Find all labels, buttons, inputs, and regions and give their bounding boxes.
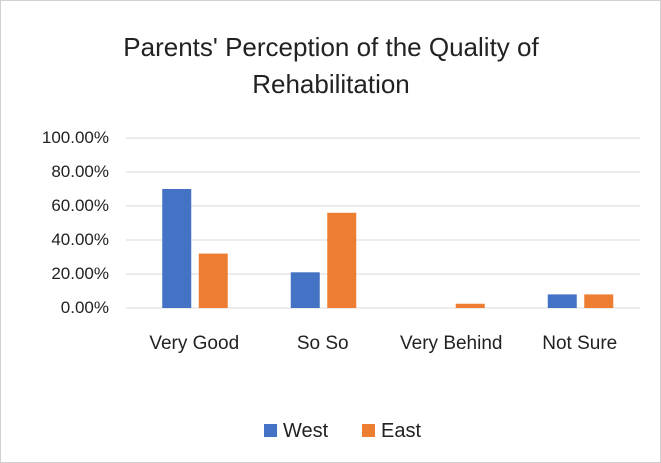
y-tick-label: 60.00% (51, 196, 109, 215)
x-tick-label: So So (296, 333, 349, 354)
x-tick-label: Very Good (149, 333, 240, 354)
y-tick-label: 80.00% (51, 162, 109, 181)
legend-swatch (362, 424, 375, 437)
bar (198, 253, 228, 308)
y-tick-label: 100.00% (41, 128, 109, 147)
bar (162, 189, 192, 308)
bar (327, 212, 357, 308)
bar (290, 272, 320, 308)
x-tick-label: Very Behind (400, 333, 503, 354)
legend-label: West (283, 420, 329, 442)
x-tick-label: Not Sure (542, 333, 618, 354)
chart-title: Parents' Perception of the Quality of Re… (123, 32, 539, 99)
bar (547, 294, 577, 308)
bar (455, 303, 485, 308)
y-tick-label: 20.00% (51, 264, 109, 283)
bar (584, 294, 614, 308)
y-tick-label: 40.00% (51, 230, 109, 249)
legend-swatch (264, 424, 277, 437)
legend-label: East (381, 420, 422, 442)
y-tick-label: 0.00% (60, 298, 109, 317)
